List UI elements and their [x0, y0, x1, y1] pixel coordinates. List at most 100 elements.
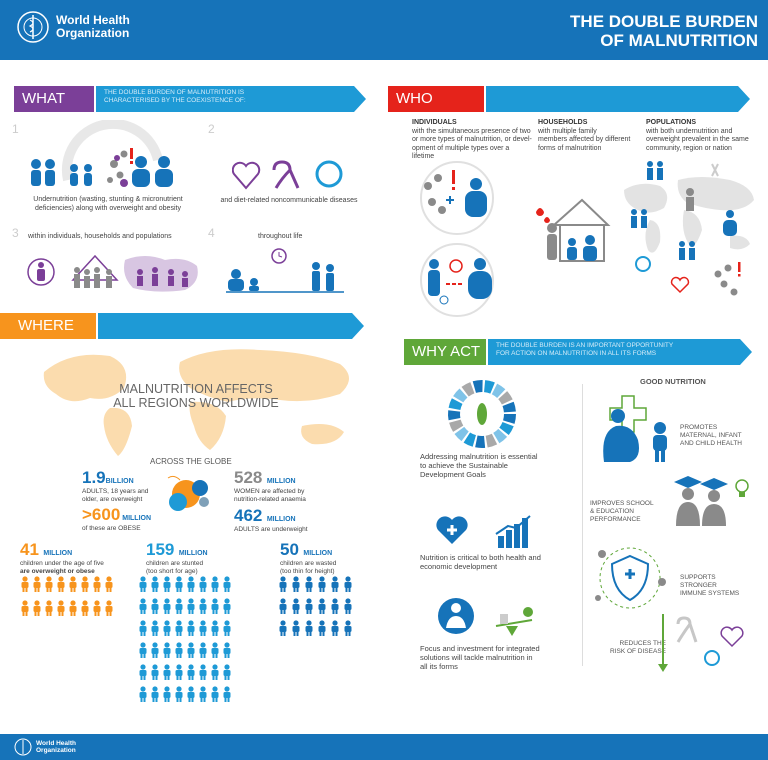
ncd-icons [232, 160, 343, 190]
child-icon [187, 642, 195, 658]
child-icon [139, 620, 147, 636]
what-item-1-text: Undernutrition (wasting, stunting & micr… [33, 196, 183, 212]
child-icon [163, 620, 171, 636]
children-wasted-pictogram [279, 576, 352, 636]
arrow-head-icon [354, 86, 366, 112]
child-icon [211, 620, 219, 636]
child-icon [175, 620, 183, 636]
child-icon [279, 620, 287, 636]
child-icon [175, 686, 183, 702]
who-label: WHO [388, 86, 484, 112]
benefit-immune: SUPPORTS STRONGER IMMUNE SYSTEMS [680, 574, 740, 597]
child-icon [175, 576, 183, 592]
sdg-segment [448, 398, 463, 410]
child-icon [93, 576, 101, 592]
sdg-wheel-icon [448, 380, 516, 448]
child-icon [151, 642, 159, 658]
life-course-icon [226, 248, 344, 293]
world-map [624, 161, 754, 296]
sdg-segment [463, 432, 476, 447]
child-icon [151, 620, 159, 636]
child-icon [163, 664, 171, 680]
child-icon [199, 664, 207, 680]
child-icon [139, 642, 147, 658]
child-icon [57, 600, 65, 616]
child-icon [21, 600, 29, 616]
child-icon [211, 642, 219, 658]
child-icon [175, 642, 183, 658]
child-icon [318, 620, 326, 636]
child-icon [151, 686, 159, 702]
arrow-head-icon [738, 86, 750, 112]
what-item-2-text: and diet-related noncommunicable disease… [220, 197, 358, 204]
why-point-3: Focus and investment for integrated solut… [420, 644, 540, 671]
wheat-icon [477, 403, 487, 425]
who-individuals: INDIVIDUALS with the simultaneous presenc… [412, 119, 532, 160]
child-icon [318, 576, 326, 592]
populations-icon [27, 254, 198, 292]
child-icon [223, 576, 231, 592]
where-label: WHERE [0, 313, 96, 339]
what-item-3-text: within individuals, households and popul… [28, 233, 172, 240]
sdg-segment [498, 391, 513, 405]
across-globe-label: ACROSS THE GLOBE [150, 457, 232, 466]
sdg-segment [453, 388, 468, 403]
child-icon [223, 598, 231, 614]
disease-icons [658, 614, 744, 672]
child-icon [211, 598, 219, 614]
child-icon [45, 600, 53, 616]
what-section-header: WHAT THE DOUBLE BURDEN OF MALNUTRITION I… [14, 86, 366, 112]
benefit-maternal: PROMOTES MATERNAL, INFANT AND CHILD HEALTH [680, 424, 743, 447]
stat-children-wasted: 50 MILLION children are wasted (too thin … [280, 540, 337, 575]
item-number: 2 [208, 122, 215, 136]
integrated-solutions-icons [438, 598, 533, 636]
where-section-header: WHERE [0, 313, 364, 339]
bubble-chart [167, 475, 209, 511]
child-icon [69, 600, 77, 616]
what-label: WHAT [14, 86, 94, 112]
who-footer-logo: World Health Organization [14, 738, 76, 756]
stat-children-overweight: 41 MILLION children under the age of fiv… [20, 540, 104, 575]
child-icon [175, 598, 183, 614]
child-icon [187, 664, 195, 680]
child-icon [279, 576, 287, 592]
child-icon [187, 686, 195, 702]
stat-overweight-adults: 1.9BILLION ADULTS, 18 years and older, ar… [82, 468, 149, 503]
what-item-4-text: throughout life [258, 233, 303, 240]
child-icon [305, 576, 313, 592]
sdg-segment [499, 421, 514, 435]
item-number: 4 [208, 226, 215, 240]
house-icon [536, 198, 611, 262]
who-emblem-icon [17, 11, 49, 43]
child-icon [279, 598, 287, 614]
child-icon [211, 686, 219, 702]
child-icon [21, 576, 29, 592]
child-icon [163, 576, 171, 592]
benefit-education: IMPROVES SCHOOL & EDUCATION PERFORMANCE [590, 500, 654, 523]
who-logo: World Health Organization [16, 10, 130, 44]
sdg-segment [454, 426, 469, 442]
child-icon [139, 598, 147, 614]
child-icon [175, 664, 183, 680]
map-title: MALNUTRITION AFFECTS ALL REGIONS WORLDWID… [113, 382, 279, 410]
sdg-segment [484, 380, 495, 394]
child-icon [331, 576, 339, 592]
child-icon [187, 620, 195, 636]
child-icon [93, 600, 101, 616]
footer-bar: World Health Organization [0, 734, 768, 760]
sdg-segment [461, 382, 475, 397]
why-point-1: Addressing malnutrition is essential to a… [420, 452, 538, 479]
graduation-cap-icon [674, 476, 749, 526]
child-icon [344, 620, 352, 636]
child-icon [163, 642, 171, 658]
child-icon [305, 620, 313, 636]
why-description: THE DOUBLE BURDEN IS AN IMPORTANT OPPORT… [496, 342, 674, 357]
children-stunted-pictogram [139, 576, 231, 702]
why-act-label: WHY ACT [404, 339, 486, 365]
circle-icon [635, 256, 651, 272]
child-icon [33, 600, 41, 616]
sdg-segment [449, 419, 464, 432]
sdg-segment [493, 428, 508, 444]
who-section-header: WHO [388, 86, 750, 112]
child-icon [292, 576, 300, 592]
